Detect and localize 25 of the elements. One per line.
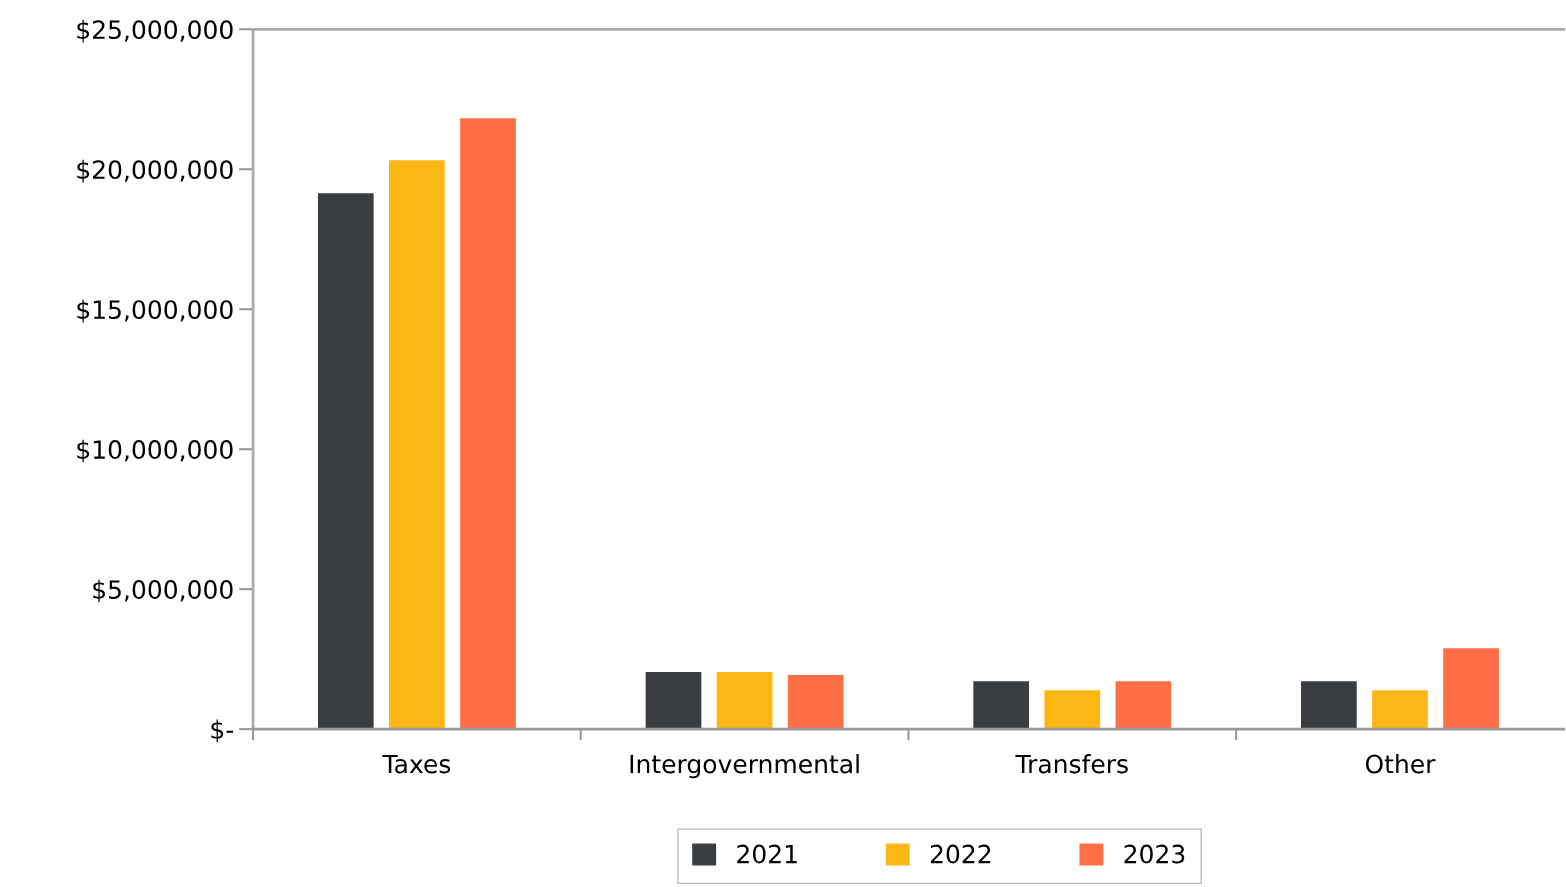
y-tick-label: $10,000,000 xyxy=(77,439,233,463)
legend-label: 2023 xyxy=(1124,844,1185,864)
bar xyxy=(1372,690,1428,730)
bar xyxy=(1044,690,1101,730)
bar xyxy=(1301,681,1357,730)
bar xyxy=(1443,648,1499,730)
y-tick-label: $25,000,000 xyxy=(77,19,233,43)
x-tick-label: Other xyxy=(1365,754,1436,774)
bar xyxy=(973,681,1030,730)
bar xyxy=(645,672,702,730)
bar xyxy=(389,160,445,730)
y-tick-label: $5,000,000 xyxy=(93,579,233,603)
bar xyxy=(787,675,844,730)
x-tick-label: Intergovernmental xyxy=(630,754,859,779)
bar xyxy=(716,672,773,730)
bar xyxy=(1115,681,1172,730)
legend-label: 2022 xyxy=(930,844,991,864)
legend-label: 2021 xyxy=(737,844,797,864)
x-tick-label: Taxes xyxy=(382,754,451,774)
y-tick-label: $15,000,000 xyxy=(77,299,233,323)
x-tick-label: Transfers xyxy=(1015,754,1128,774)
bar xyxy=(460,118,516,730)
bar xyxy=(317,193,374,730)
y-tick-label: $- xyxy=(211,719,234,743)
y-tick-label: $20,000,000 xyxy=(77,159,233,183)
